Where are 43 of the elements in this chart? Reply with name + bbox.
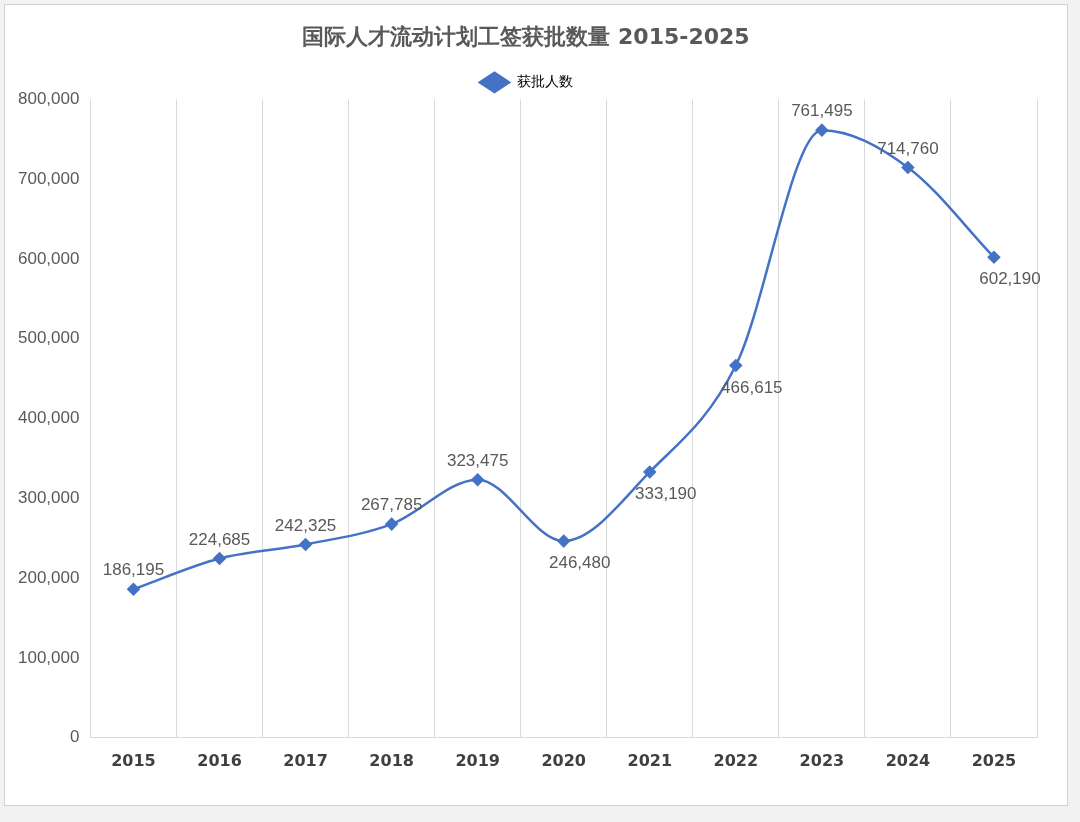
y-tick-label: 700,000 [18, 168, 80, 188]
x-tick-label: 2015 [111, 750, 156, 770]
y-tick-label: 600,000 [18, 248, 80, 268]
point [557, 534, 570, 548]
data-label: 333,190 [635, 484, 697, 504]
x-tick-label: 2023 [799, 750, 845, 770]
y-tick-label: 500,000 [18, 328, 80, 348]
data-label: 323,475 [446, 450, 509, 470]
data-label: 714,760 [877, 138, 939, 158]
legend-label: 获批人数 [516, 73, 573, 90]
x-tick-label: 2016 [197, 750, 242, 770]
data-label: 246,480 [549, 553, 611, 573]
y-tick-label: 200,000 [18, 567, 80, 587]
x-tick-label: 2019 [455, 750, 500, 770]
y-tick-label: 100,000 [18, 647, 80, 667]
x-tick-label: 2022 [713, 750, 759, 770]
x-tick-label: 2021 [627, 750, 673, 770]
chart-title: 国际人才流动计划工签获批数量 2015-2025 [302, 23, 750, 49]
x-tick-label: 2017 [283, 750, 328, 770]
point [901, 161, 915, 174]
data-label: 267,785 [360, 495, 423, 515]
data-label: 186,195 [102, 560, 165, 580]
point [815, 123, 829, 137]
x-tick-label: 2020 [541, 750, 586, 770]
point [643, 465, 657, 479]
point [213, 552, 226, 565]
data-label: 224,685 [188, 529, 251, 549]
y-tick-label: 0 [69, 727, 80, 747]
y-tick-label: 800,000 [18, 89, 80, 109]
point [729, 359, 743, 372]
data-label: 602,190 [979, 269, 1041, 289]
point [299, 538, 312, 551]
data-label: 761,495 [791, 101, 853, 121]
y-tick-label: 300,000 [18, 488, 80, 508]
point [471, 473, 484, 486]
point [987, 251, 1001, 264]
point [385, 517, 398, 531]
x-tick-label: 2024 [885, 750, 931, 770]
point [127, 582, 140, 596]
x-tick-label: 2018 [369, 750, 414, 770]
x-tick-label: 2025 [971, 750, 1017, 770]
y-tick-label: 400,000 [18, 408, 80, 428]
data-label: 242,325 [274, 515, 337, 535]
